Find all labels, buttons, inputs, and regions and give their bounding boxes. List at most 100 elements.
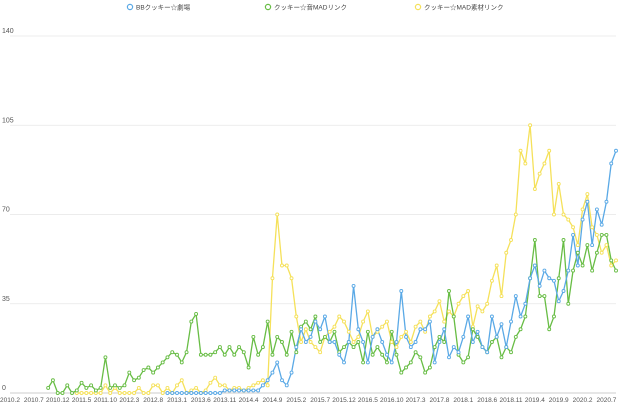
data-point [408, 345, 413, 350]
legend-item: クッキー☆音MADリンク [264, 3, 347, 12]
data-point [561, 238, 566, 242]
data-point [504, 345, 509, 350]
data-point [480, 345, 485, 350]
data-point [246, 365, 251, 370]
data-point [127, 370, 132, 375]
data-point [280, 263, 284, 268]
series-lines [47, 124, 617, 394]
data-point [437, 340, 442, 344]
data-point [303, 340, 308, 344]
data-point [466, 355, 471, 360]
data-point [537, 283, 542, 288]
data-point [542, 268, 547, 273]
data-point [451, 345, 456, 350]
data-point [217, 383, 222, 388]
data-point [246, 388, 251, 393]
x-tick-label: 2019.9 [549, 397, 569, 404]
legend-label: BBクッキー☆劇場 [136, 3, 191, 12]
data-point [265, 319, 270, 324]
data-point [356, 340, 361, 344]
data-point [136, 375, 141, 380]
data-point [523, 314, 528, 319]
data-point [470, 327, 475, 332]
data-point [365, 329, 370, 334]
data-point [93, 388, 98, 393]
data-point [108, 391, 113, 395]
data-point [580, 207, 585, 212]
data-point [566, 268, 571, 273]
data-point [346, 329, 351, 334]
data-point [485, 301, 490, 306]
data-point [356, 334, 361, 339]
data-point [189, 319, 194, 324]
data-point [265, 383, 270, 388]
data-point [609, 258, 614, 263]
data-point [98, 391, 103, 395]
series-points-group [46, 232, 618, 395]
data-point [528, 123, 533, 128]
data-point [532, 187, 537, 191]
data-point [523, 301, 528, 306]
data-point [456, 301, 461, 306]
data-point [337, 352, 342, 357]
data-point [575, 243, 580, 248]
x-tick-label: 2013.6 [191, 397, 211, 404]
data-point [203, 352, 208, 357]
data-point [70, 391, 74, 395]
x-tick-label: 2019.4 [525, 397, 545, 404]
data-point [447, 309, 451, 314]
data-point [399, 334, 404, 339]
data-point [165, 385, 170, 390]
data-point [313, 314, 318, 319]
x-tick-label: 2015.12 [332, 397, 356, 404]
x-tick-label: 2015.2 [286, 397, 306, 404]
data-point [499, 294, 504, 299]
data-point [65, 383, 70, 388]
y-tick-label: 0 [2, 385, 6, 392]
data-point [184, 391, 189, 395]
data-point [361, 340, 366, 344]
data-point [103, 383, 108, 388]
data-point [241, 388, 246, 393]
data-point [385, 352, 389, 357]
x-tick-label: 2016.10 [380, 397, 404, 404]
x-tick-label: 2017.3 [406, 397, 426, 404]
data-point [547, 148, 552, 153]
data-point [461, 294, 466, 299]
data-point [160, 391, 165, 395]
data-point [89, 383, 94, 388]
y-tick-label: 70 [2, 207, 10, 214]
data-point [241, 350, 246, 355]
data-point [227, 388, 232, 393]
data-point [370, 334, 375, 339]
data-point [389, 360, 394, 365]
data-point [370, 352, 375, 357]
series-line [167, 150, 617, 394]
data-point [232, 388, 237, 393]
data-point [571, 268, 576, 273]
data-point [251, 383, 256, 388]
data-point [556, 276, 561, 281]
data-point [222, 388, 227, 393]
data-point [318, 350, 323, 355]
data-point [575, 263, 580, 268]
data-point [432, 360, 437, 365]
data-point [475, 329, 480, 334]
data-point [518, 148, 523, 153]
data-point [418, 355, 423, 360]
x-tick-label: 2020.2 [573, 397, 593, 404]
data-point [189, 391, 194, 395]
data-point [499, 322, 504, 327]
legend-marker [264, 3, 272, 11]
data-point [55, 391, 60, 395]
data-point [552, 212, 556, 217]
data-point [609, 263, 614, 268]
data-point [513, 334, 518, 339]
data-point [294, 350, 299, 355]
data-point [408, 360, 413, 365]
data-point [351, 283, 356, 288]
data-point [280, 378, 284, 383]
data-point [361, 319, 366, 324]
data-point [575, 250, 580, 255]
data-point [155, 365, 160, 370]
